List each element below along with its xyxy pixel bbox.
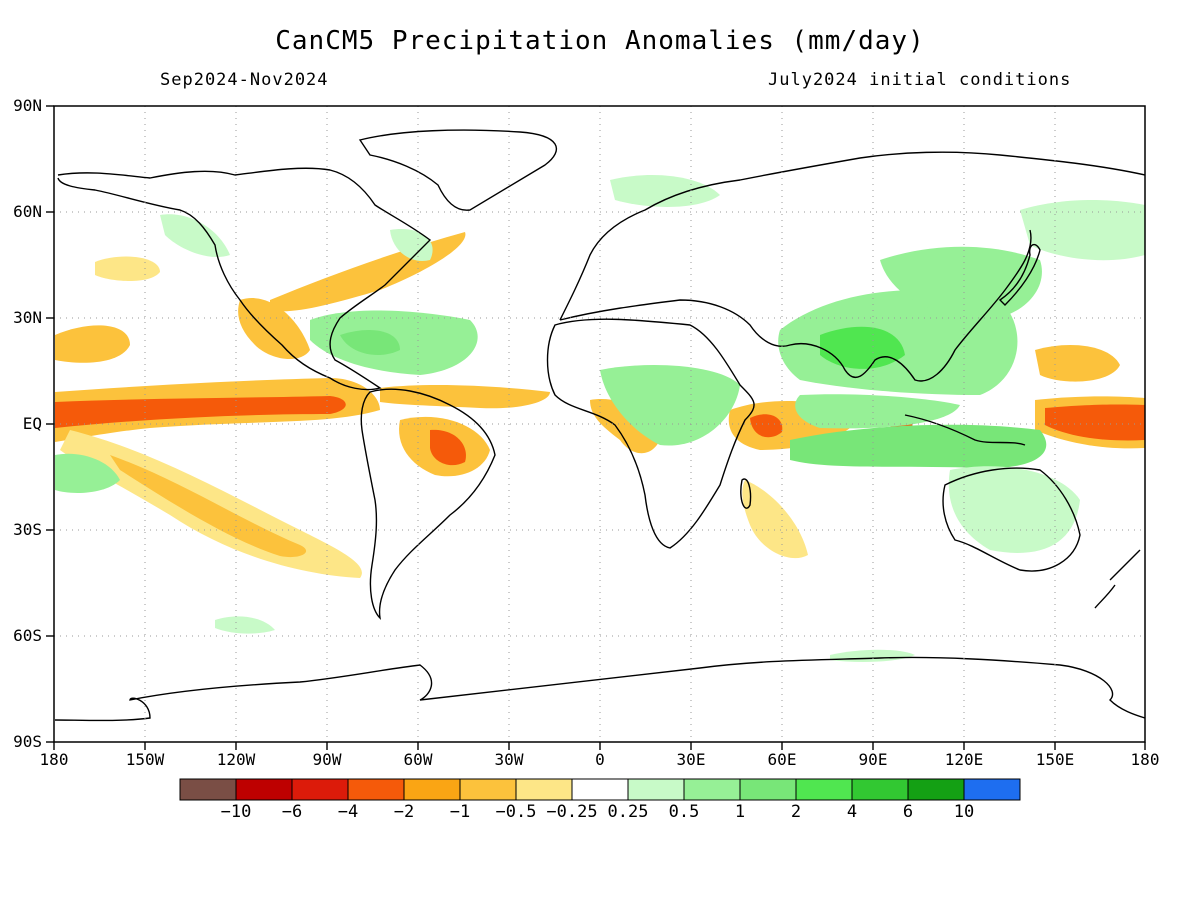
colorbar-swatch — [627, 778, 685, 801]
anomaly-fields — [55, 175, 1145, 663]
dry-core-south-pacific — [110, 455, 307, 558]
colorbar-label: −1 — [449, 802, 471, 822]
colorbar-label: 6 — [902, 802, 914, 822]
lon-label-120e: 120E — [944, 750, 984, 769]
australia-coast — [942, 467, 1081, 572]
colorbar-label: −4 — [337, 802, 359, 822]
new-zealand-coast — [1094, 549, 1141, 609]
colorbar-swatch — [795, 778, 853, 801]
wet-maritime-continent — [790, 424, 1047, 469]
colorbar-label: 0.5 — [668, 802, 700, 822]
lat-label-90s: 90S — [13, 732, 42, 751]
wet-south-asia-core — [820, 326, 905, 369]
lat-label-30n: 30N — [13, 308, 42, 327]
axis-ticks — [46, 105, 1146, 750]
dry-north-atlantic — [270, 232, 466, 312]
dry-core-indian-ocean — [750, 414, 783, 438]
colorbar-label: −10 — [220, 802, 252, 822]
dry-band-atlantic — [380, 385, 550, 409]
graticule — [54, 106, 1145, 742]
map-title: CanCM5 Precipitation Anomalies (mm/day) — [275, 26, 925, 56]
colorbar-swatch — [739, 778, 797, 801]
lon-label-150e: 150E — [1035, 750, 1075, 769]
lon-label-180e: 180 — [1130, 750, 1160, 769]
colorbar-swatch — [515, 778, 573, 801]
south-america-coast — [360, 388, 496, 621]
dry-gulf-of-guinea — [590, 399, 660, 454]
colorbar-swatch — [571, 778, 629, 801]
indonesia-coast — [904, 414, 1026, 446]
colorbar-swatch — [235, 778, 293, 801]
colorbar-swatch — [403, 778, 461, 801]
dry-north-pacific-2 — [95, 256, 160, 281]
wet-sahel — [600, 365, 740, 446]
colorbar-label: −6 — [281, 802, 303, 822]
wet-caribbean-core — [340, 330, 400, 355]
wet-australia — [948, 466, 1080, 553]
wet-ne-pacific — [160, 214, 230, 258]
dry-north-pacific — [55, 325, 130, 363]
eurasia-coast — [559, 151, 1146, 382]
lat-label-30s: 30S — [13, 520, 42, 539]
colorbar-swatch — [179, 778, 237, 801]
africa-coast — [546, 318, 755, 549]
greenland-coast — [358, 129, 557, 211]
lon-label-90e: 90E — [858, 750, 888, 769]
lon-label-30w: 30W — [494, 750, 524, 769]
season-label: Sep2024-Nov2024 — [160, 70, 329, 90]
colorbar-swatch — [963, 778, 1021, 801]
dry-core-west-pacific — [1045, 404, 1145, 441]
lat-label-eq: EQ — [22, 414, 42, 433]
colorbar — [179, 778, 1021, 801]
initial-conditions-label: July2024 initial conditions — [768, 70, 1072, 90]
lat-label-90n: 90N — [13, 96, 42, 115]
lon-label-120w: 120W — [216, 750, 256, 769]
colorbar-swatch — [907, 778, 965, 801]
colorbar-swatch — [683, 778, 741, 801]
colorbar-swatch — [347, 778, 405, 801]
wet-siberia — [1020, 200, 1145, 261]
dry-core-pacific-itcz — [55, 396, 346, 428]
lat-label-60s: 60S — [13, 626, 42, 645]
colorbar-swatch — [291, 778, 349, 801]
wet-eq-indian-ocean — [795, 394, 960, 429]
lon-label-0: 0 — [595, 750, 605, 769]
japan-coast — [998, 243, 1041, 306]
lon-label-60e: 60E — [767, 750, 797, 769]
colorbar-label: −2 — [393, 802, 415, 822]
coastlines — [54, 129, 1146, 722]
dry-core-south-america — [430, 429, 466, 466]
antarctica-coast — [54, 656, 1146, 722]
wet-antarctic-coast — [830, 649, 915, 663]
dry-nw-pacific — [1035, 345, 1120, 382]
colorbar-label: 10 — [953, 802, 975, 822]
colorbar-label: −0.25 — [546, 802, 598, 822]
colorbar-label: 2 — [790, 802, 802, 822]
wet-south-pacific-west — [55, 453, 120, 493]
colorbar-swatch — [851, 778, 909, 801]
lon-label-90w: 90W — [312, 750, 342, 769]
colorbar-swatch — [459, 778, 517, 801]
dry-mexico — [238, 298, 310, 360]
colorbar-label: 0.25 — [607, 802, 649, 822]
lon-label-30e: 30E — [676, 750, 706, 769]
colorbar-label: 4 — [846, 802, 858, 822]
lat-label-60n: 60N — [13, 202, 42, 221]
lon-label-180w: 180 — [39, 750, 69, 769]
colorbar-label: 1 — [734, 802, 746, 822]
dry-madagascar-region — [742, 480, 808, 559]
madagascar-coast — [740, 478, 752, 509]
lon-label-150w: 150W — [125, 750, 165, 769]
wet-east-canada — [390, 229, 433, 261]
wet-europe — [610, 175, 720, 207]
colorbar-label: −0.5 — [495, 802, 537, 822]
north-america-coast — [57, 167, 432, 391]
lon-label-60w: 60W — [403, 750, 433, 769]
wet-south-atlantic — [215, 616, 275, 634]
